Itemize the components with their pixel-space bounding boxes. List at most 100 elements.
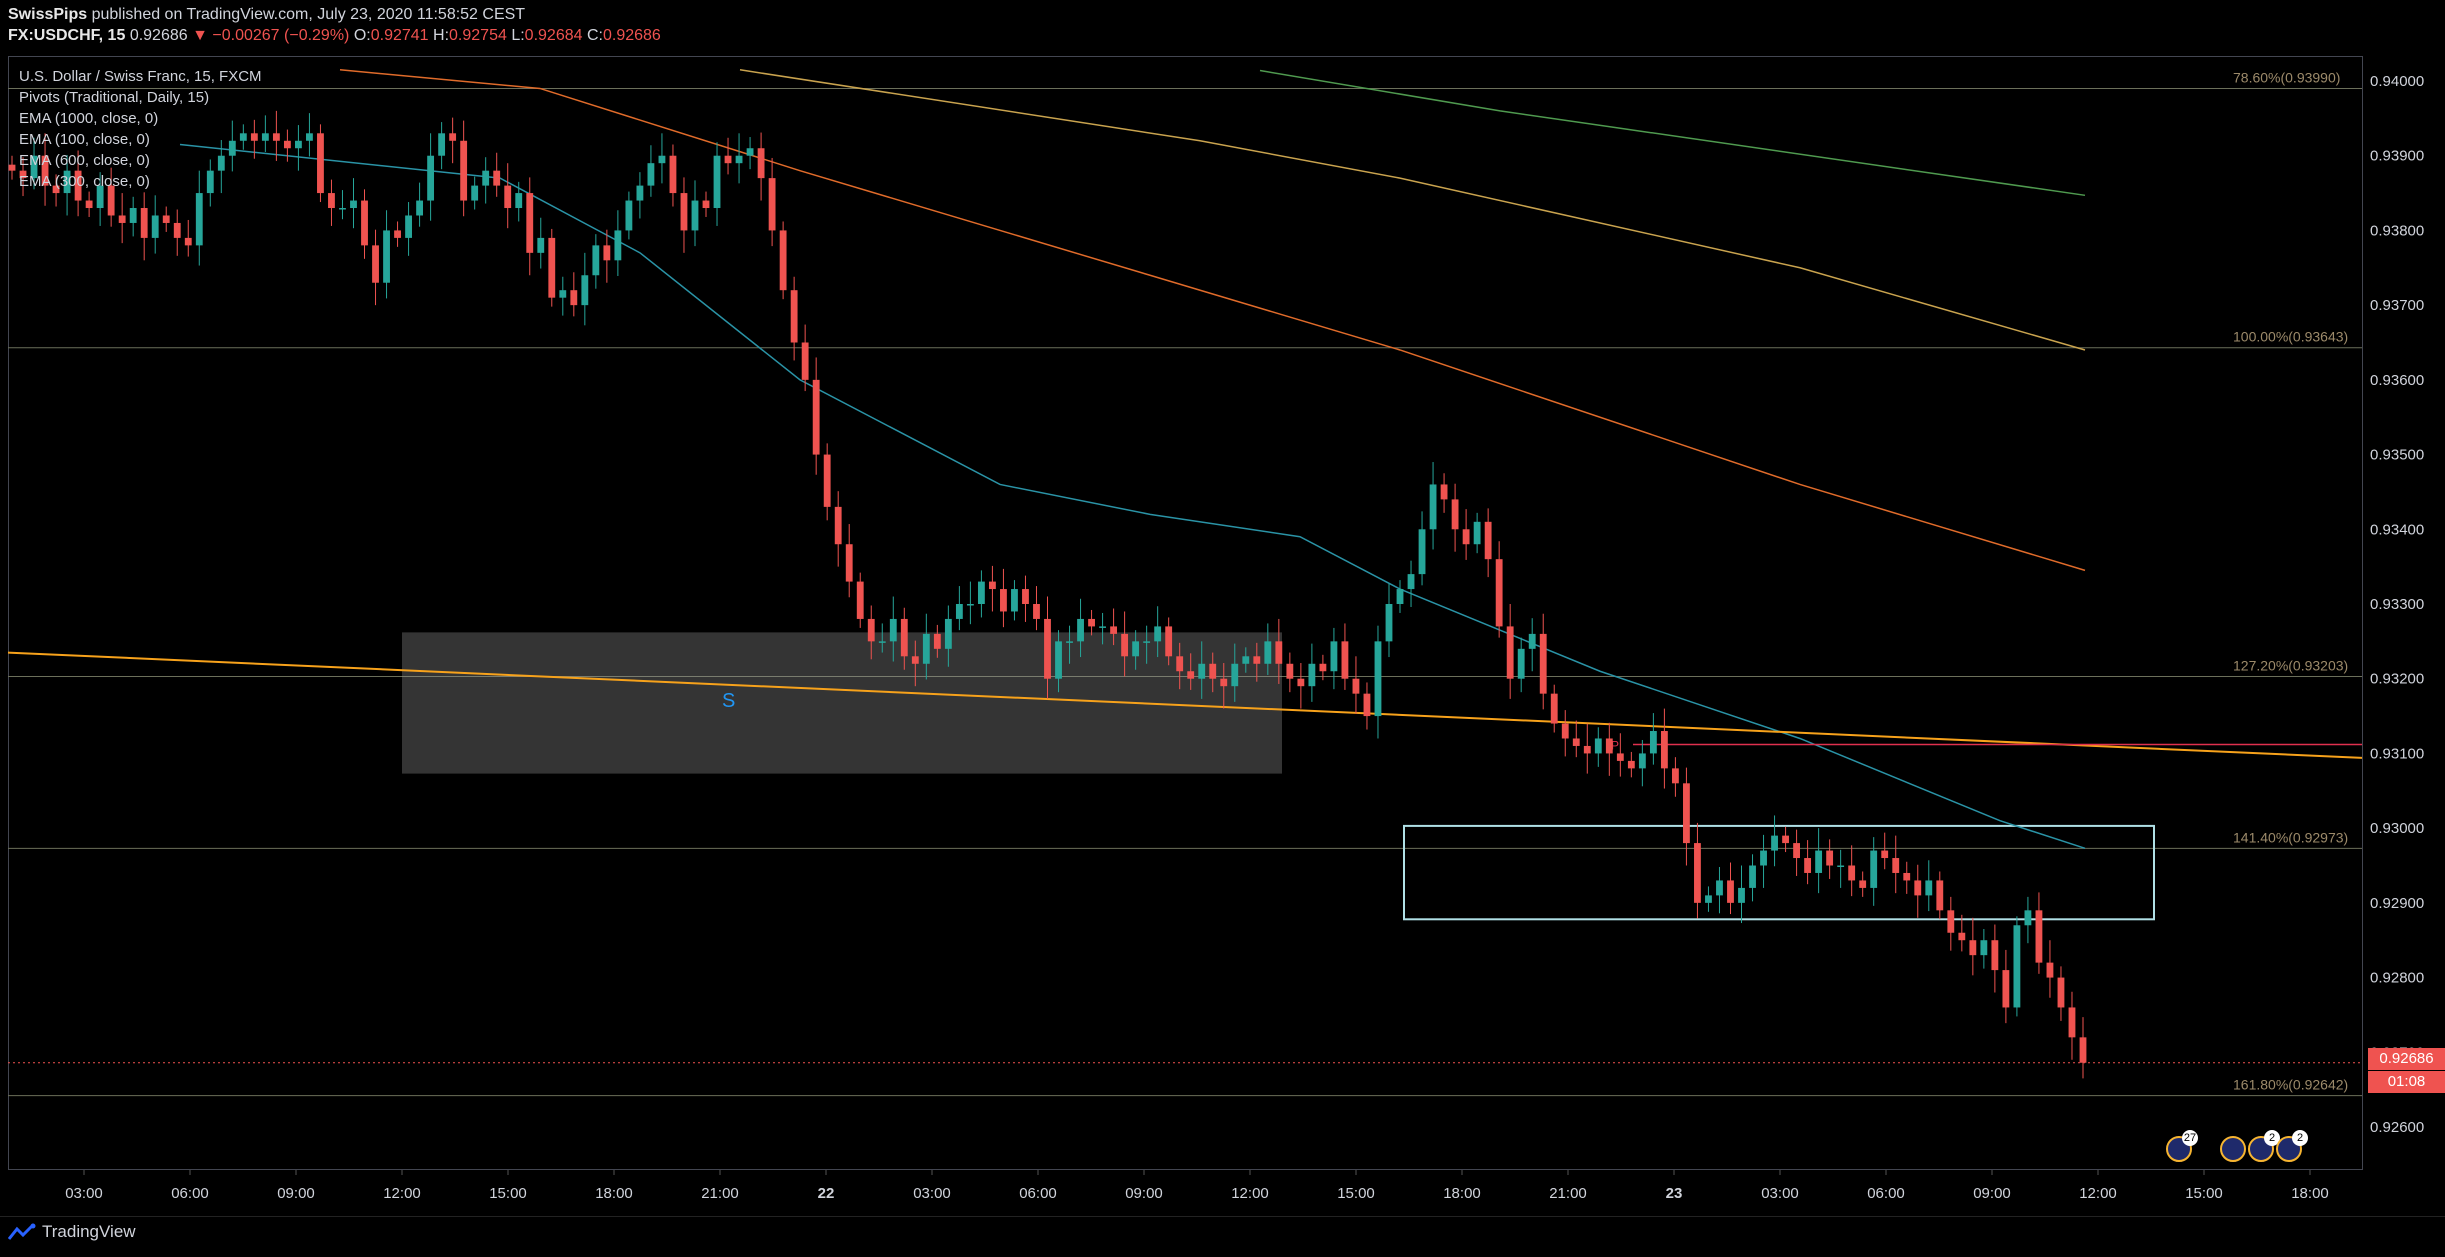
- candle-body: [460, 140, 468, 201]
- candle-body: [1011, 589, 1018, 612]
- candle-body: [1605, 738, 1613, 754]
- fib-level-label: 127.20%(0.93203): [2233, 657, 2348, 673]
- candle-body: [680, 193, 688, 231]
- open-label: O:: [353, 27, 371, 44]
- price-axis-label: 0.93100: [2370, 745, 2424, 762]
- us-flag-event-icon[interactable]: [2220, 1136, 2246, 1162]
- candle-body: [1561, 723, 1569, 739]
- candle-body: [195, 193, 203, 246]
- candle-body: [206, 170, 214, 194]
- candle-body: [856, 581, 864, 619]
- candle-body: [1903, 872, 1911, 881]
- author-name[interactable]: SwissPips: [8, 6, 88, 23]
- price-axis-label: 0.93800: [2370, 222, 2424, 239]
- candle-body: [1319, 663, 1327, 672]
- eu-flag-event-icon[interactable]: 2: [2248, 1130, 2280, 1162]
- legend-title[interactable]: U.S. Dollar / Swiss Franc, 15, FXCM: [19, 68, 262, 85]
- candle-body: [581, 275, 589, 306]
- candle-body: [1782, 835, 1789, 844]
- candle-body: [1407, 574, 1415, 590]
- candle-body: [228, 140, 236, 156]
- candle-body: [2057, 977, 2065, 1008]
- candle-body: [85, 200, 93, 209]
- candle-body: [845, 544, 853, 582]
- time-axis-label: 22: [818, 1185, 835, 1202]
- candle-body: [1429, 484, 1437, 530]
- legend-item-ema1000[interactable]: EMA (1000, close, 0): [19, 110, 159, 127]
- candle-body: [173, 222, 181, 238]
- candle-body: [250, 133, 258, 141]
- time-axis-label: 18:00: [1443, 1185, 1481, 1202]
- candle-body: [1947, 910, 1955, 933]
- time-axis-label: 23: [1666, 1185, 1683, 1202]
- event-badge: 27: [2182, 1130, 2198, 1146]
- candle-body: [1826, 850, 1834, 866]
- legend-item-ema300[interactable]: EMA (300, close, 0): [19, 173, 150, 190]
- time-axis-label: 15:00: [2185, 1185, 2223, 1202]
- candle-body: [1374, 641, 1382, 717]
- time-axis-label: 18:00: [2291, 1185, 2329, 1202]
- candle-body: [1881, 850, 1889, 859]
- candle-body: [1418, 529, 1426, 575]
- candle-body: [1638, 753, 1646, 769]
- fib-level-label: 141.40%(0.92973): [2233, 829, 2348, 845]
- candle-body: [1627, 760, 1635, 769]
- candle-body: [1055, 641, 1062, 679]
- candle-body: [1870, 850, 1878, 888]
- candle-body: [162, 215, 170, 223]
- time-axis-label: 06:00: [1867, 1185, 1905, 1202]
- candle-body: [757, 148, 765, 179]
- candle-body: [966, 604, 974, 606]
- candle-body: [1671, 768, 1679, 784]
- event-icon-group-a[interactable]: 27: [2166, 1130, 2198, 1162]
- candle-body: [361, 200, 368, 246]
- candle-body: [306, 133, 313, 141]
- candle-body: [1528, 633, 1536, 649]
- candle-body: [372, 245, 379, 283]
- candle-body: [1892, 858, 1900, 873]
- candle-body: [691, 200, 699, 231]
- chart-frame[interactable]: [8, 56, 2363, 1170]
- tradingview-logo[interactable]: TradingView: [8, 1222, 136, 1242]
- event-icon-group-b[interactable]: 2 2: [2220, 1130, 2308, 1162]
- candle-body: [768, 178, 776, 231]
- candle-body: [1506, 626, 1514, 679]
- candle-body: [118, 215, 126, 223]
- candle-body: [1396, 589, 1404, 604]
- price-chart[interactable]: 0.94000 0.93900 0.93800 0.93700 0.93600 0.935…: [0, 0, 2445, 1216]
- candle-body: [1738, 887, 1745, 903]
- time-axis-label: 21:00: [1549, 1185, 1587, 1202]
- candle-body: [1385, 604, 1393, 642]
- candle-body: [339, 208, 346, 210]
- time-axis-label: 15:00: [1337, 1185, 1375, 1202]
- legend-item-ema100[interactable]: EMA (100, close, 0): [19, 131, 150, 148]
- consolidation-box: [1403, 824, 2155, 921]
- candle-body: [1440, 484, 1448, 500]
- time-axis-label: 06:00: [1019, 1185, 1057, 1202]
- price-axis-label: 0.93200: [2370, 671, 2424, 688]
- legend-item-ema600[interactable]: EMA (600, close, 0): [19, 152, 150, 169]
- candle-body: [1583, 745, 1591, 754]
- ema-600-line: [739, 69, 2086, 351]
- candle-body: [955, 604, 963, 619]
- candle-body: [2013, 925, 2021, 1008]
- fib-level-label: 100.00%(0.93643): [2233, 329, 2348, 345]
- candle-body: [1980, 940, 1988, 956]
- candle-body: [1033, 604, 1040, 619]
- legend-item-pivots[interactable]: Pivots (Traditional, Daily, 15): [19, 89, 210, 106]
- symbol-label[interactable]: FX:USDCHF, 15: [8, 27, 126, 44]
- candle-body: [834, 506, 842, 545]
- event-badge: 2: [2292, 1130, 2308, 1146]
- candle-body: [922, 633, 930, 664]
- candle-body: [1815, 850, 1823, 873]
- candle-body: [294, 140, 302, 149]
- candle-body: [317, 133, 324, 194]
- candle-body: [1154, 626, 1162, 642]
- price-axis-label: 0.93000: [2370, 820, 2424, 837]
- candle-body: [989, 581, 996, 590]
- candle-body: [790, 290, 798, 343]
- low-label: L:: [511, 27, 525, 44]
- ch-flag-event-icon[interactable]: 2: [2276, 1130, 2308, 1162]
- price-axis-label: 0.93300: [2370, 596, 2424, 613]
- us-flag-event-icon[interactable]: 27: [2166, 1130, 2198, 1162]
